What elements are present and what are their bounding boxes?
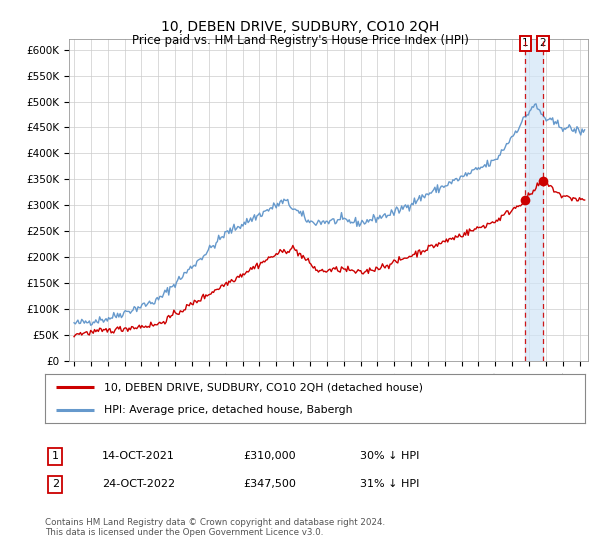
Text: HPI: Average price, detached house, Babergh: HPI: Average price, detached house, Babe… <box>104 405 353 416</box>
Text: 30% ↓ HPI: 30% ↓ HPI <box>360 451 419 461</box>
Text: 1: 1 <box>522 38 529 48</box>
Bar <box>526 39 543 361</box>
Text: 14-OCT-2021: 14-OCT-2021 <box>102 451 175 461</box>
Text: 2: 2 <box>539 38 546 48</box>
Text: 1: 1 <box>52 451 59 461</box>
Text: 10, DEBEN DRIVE, SUDBURY, CO10 2QH: 10, DEBEN DRIVE, SUDBURY, CO10 2QH <box>161 20 439 34</box>
Text: 31% ↓ HPI: 31% ↓ HPI <box>360 479 419 489</box>
Text: £347,500: £347,500 <box>243 479 296 489</box>
Text: Price paid vs. HM Land Registry's House Price Index (HPI): Price paid vs. HM Land Registry's House … <box>131 34 469 46</box>
Text: 2: 2 <box>52 479 59 489</box>
Text: £310,000: £310,000 <box>243 451 296 461</box>
Text: Contains HM Land Registry data © Crown copyright and database right 2024.
This d: Contains HM Land Registry data © Crown c… <box>45 518 385 538</box>
Text: 10, DEBEN DRIVE, SUDBURY, CO10 2QH (detached house): 10, DEBEN DRIVE, SUDBURY, CO10 2QH (deta… <box>104 382 424 393</box>
Text: 24-OCT-2022: 24-OCT-2022 <box>102 479 175 489</box>
